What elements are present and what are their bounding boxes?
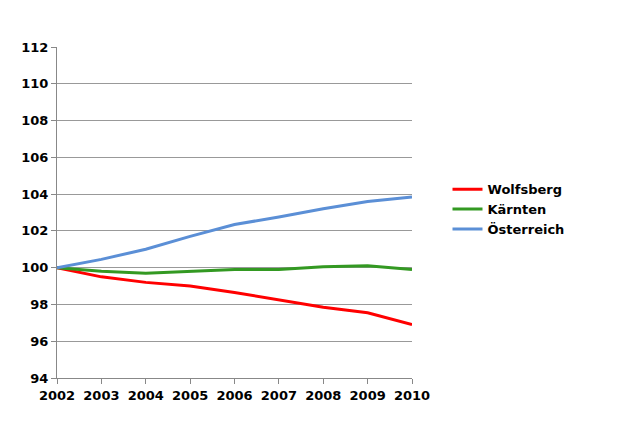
svg-text:2004: 2004: [128, 388, 164, 403]
svg-text:2005: 2005: [172, 388, 208, 403]
svg-text:2007: 2007: [261, 388, 297, 403]
svg-text:96: 96: [30, 334, 48, 349]
svg-text:102: 102: [21, 223, 48, 238]
svg-text:Österreich: Österreich: [488, 222, 565, 237]
svg-text:2009: 2009: [350, 388, 386, 403]
svg-text:2002: 2002: [39, 388, 75, 403]
svg-text:100: 100: [21, 260, 48, 275]
svg-text:2008: 2008: [305, 388, 341, 403]
svg-text:94: 94: [30, 371, 48, 386]
svg-text:2010: 2010: [394, 388, 430, 403]
svg-text:108: 108: [21, 113, 48, 128]
svg-text:2003: 2003: [83, 388, 119, 403]
svg-text:106: 106: [21, 150, 48, 165]
svg-text:Kärnten: Kärnten: [488, 202, 547, 217]
svg-text:112: 112: [21, 40, 48, 55]
svg-text:104: 104: [21, 187, 48, 202]
svg-text:2006: 2006: [216, 388, 252, 403]
svg-text:Wolfsberg: Wolfsberg: [488, 182, 563, 197]
svg-text:110: 110: [21, 76, 48, 91]
svg-text:98: 98: [30, 297, 48, 312]
